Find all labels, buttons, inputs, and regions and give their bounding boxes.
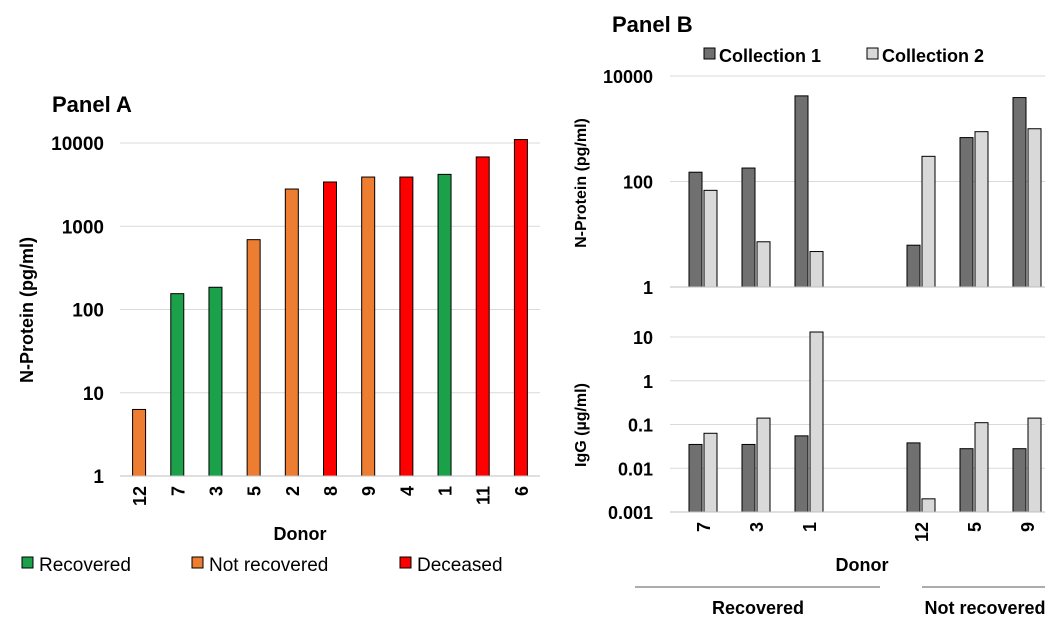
y-tick-label: 10000: [51, 134, 104, 155]
bar: [1012, 97, 1027, 288]
x-tick-label: 8: [321, 486, 341, 496]
panel-a-legend: Recovered Not recovered Deceased: [21, 555, 503, 576]
x-tick-label: 11: [474, 486, 494, 505]
x-tick-label: 3: [747, 522, 767, 532]
y-tick-label: 0.1: [628, 416, 653, 436]
panel-b-bottom-gridlines: [670, 336, 1045, 469]
x-tick-label: 12: [912, 522, 932, 542]
bar: [284, 188, 299, 477]
bar: [361, 176, 376, 477]
x-tick-label: 9: [359, 486, 379, 496]
bar: [741, 167, 756, 288]
panel-b-title: Panel B: [612, 12, 693, 37]
y-tick-label: 100: [623, 173, 653, 193]
bar: [170, 293, 185, 477]
bar: [399, 176, 414, 477]
y-tick-label: 0.01: [618, 459, 653, 479]
y-tick-label: 1: [93, 467, 104, 488]
panel-b-group-recovered: Recovered: [712, 598, 804, 618]
panel-b-legend: Collection 1 Collection 2: [703, 46, 984, 66]
bar: [906, 244, 921, 288]
legend-label: Not recovered: [209, 555, 328, 576]
panel-a-y-ticks: 1 10 100 1000 10000: [51, 134, 104, 488]
panel-b-top-y-axis-label: N-Protein (pg/ml): [573, 118, 590, 248]
x-tick-label: 9: [1018, 522, 1038, 532]
bar: [741, 443, 756, 513]
x-tick-label: 5: [245, 486, 265, 496]
bar: [437, 173, 452, 477]
legend-label: Deceased: [417, 555, 503, 576]
y-tick-label: 1: [643, 372, 653, 392]
y-tick-label: 1: [643, 278, 653, 298]
bar: [475, 156, 490, 477]
legend-label: Recovered: [39, 555, 131, 576]
legend-label: Collection 2: [882, 46, 984, 66]
panel-b-x-axis-label: Donor: [836, 555, 889, 575]
bar: [208, 286, 223, 477]
legend-swatch: [191, 556, 204, 569]
bar: [703, 432, 718, 513]
panel-b-bottom-y-ticks: 0.001 0.01 0.1 1 10: [608, 328, 653, 523]
x-tick-label: 3: [206, 486, 226, 496]
panel-b-bottom-y-axis-label: IgG (µg/ml): [573, 383, 590, 467]
legend-swatch: [21, 556, 34, 569]
panel-a-x-ticks: 12 7 3 5 2 8 9 4 1 11 6: [130, 486, 532, 506]
bar: [323, 181, 337, 477]
x-tick-label: 7: [168, 486, 188, 496]
bar: [959, 448, 974, 513]
x-tick-label: 6: [512, 486, 532, 496]
legend-swatch: [703, 47, 716, 60]
bar: [688, 443, 703, 513]
bar: [809, 251, 824, 288]
legend-label: Collection 1: [719, 46, 821, 66]
panel-b-bottom-bars: [688, 331, 1042, 513]
y-tick-label: 10000: [603, 67, 653, 87]
x-tick-label: 2: [283, 486, 303, 496]
bar: [756, 241, 771, 288]
bar: [794, 95, 809, 288]
panel-a-title: Panel A: [52, 92, 132, 117]
bar: [921, 155, 936, 288]
bar: [1027, 128, 1042, 288]
panel-a-bars: [132, 139, 528, 477]
bar: [974, 422, 989, 513]
bar: [1027, 417, 1042, 513]
bar: [246, 239, 261, 477]
bar: [1012, 448, 1027, 513]
bar: [959, 137, 974, 288]
y-tick-label: 1000: [62, 217, 104, 238]
x-tick-label: 1: [436, 486, 456, 496]
legend-swatch: [399, 556, 412, 569]
y-tick-label: 0.001: [608, 503, 653, 523]
x-tick-label: 4: [397, 486, 417, 496]
panel-b-top-gridlines: [670, 75, 1045, 182]
panel-a-x-axis-label: Donor: [274, 524, 327, 544]
x-tick-label: 12: [130, 486, 150, 506]
x-tick-label: 7: [694, 522, 714, 532]
y-tick-label: 10: [83, 384, 104, 405]
bar: [809, 331, 824, 513]
x-tick-label: 5: [965, 522, 985, 532]
bar: [974, 131, 989, 288]
legend-swatch: [866, 47, 879, 60]
panel-b-top-y-ticks: 1 100 10000: [603, 67, 653, 298]
bar: [132, 408, 147, 477]
bar: [688, 171, 703, 288]
bar: [703, 189, 718, 288]
x-tick-label: 1: [800, 522, 820, 532]
panel-b-top-bars: [688, 95, 1042, 288]
panel-b-group-not-recovered: Not recovered: [924, 598, 1045, 618]
y-tick-label: 100: [72, 301, 104, 322]
bar: [513, 139, 528, 477]
bar: [756, 417, 771, 513]
bar: [794, 435, 809, 513]
bar: [906, 442, 921, 513]
panel-b-x-ticks: 7 3 1 12 5 9: [694, 522, 1038, 542]
bar: [921, 498, 936, 513]
y-tick-label: 10: [633, 328, 653, 348]
panel-a-y-axis-label: N-Protein (pg/ml): [17, 237, 37, 383]
